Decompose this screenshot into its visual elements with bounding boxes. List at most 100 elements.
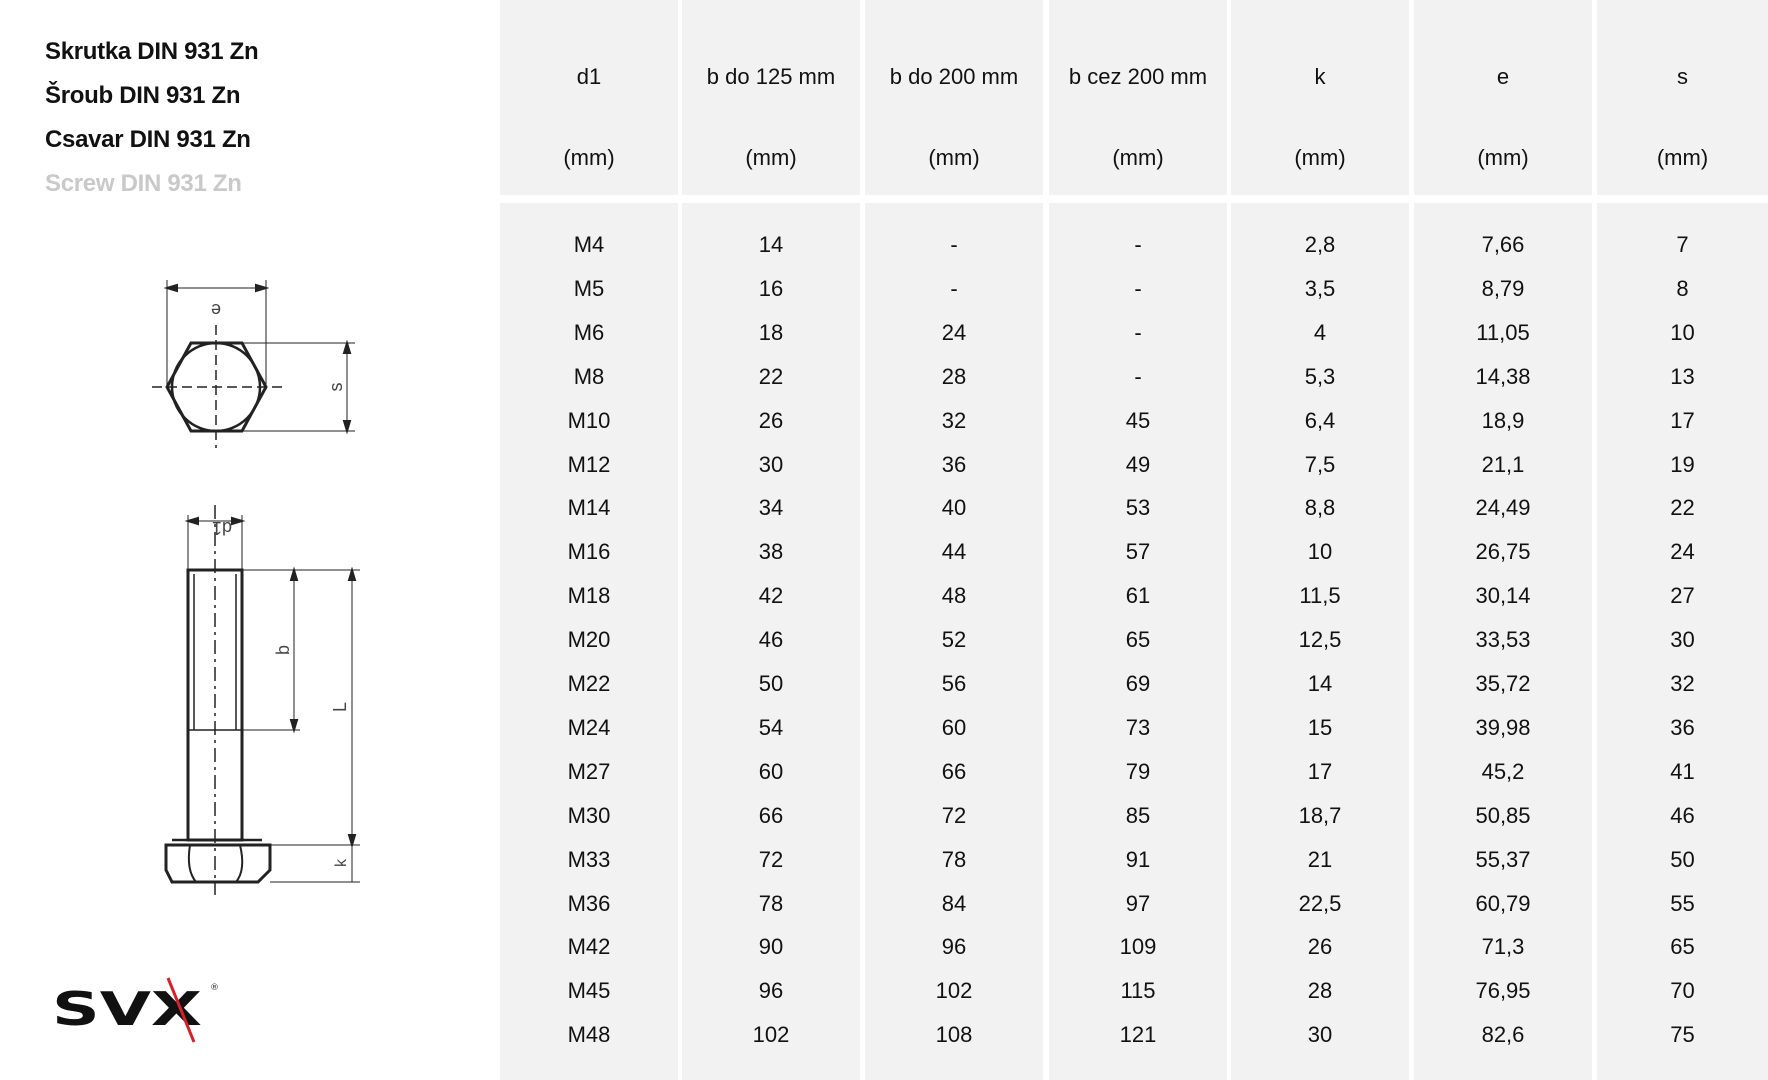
table-cell: 57 <box>1125 539 1151 565</box>
table-cell: 8,8 <box>1304 495 1336 521</box>
table-cell: 115 <box>1120 978 1156 1004</box>
title-hu: Csavar DIN 931 Zn <box>45 126 251 153</box>
table-cell: 17 <box>1670 407 1695 433</box>
table-cell: 54 <box>758 714 784 740</box>
column-body: 7 8 10 13 17 19 22 24 27 30 32 36 41 46 50 55 65 70 75 <box>1597 203 1768 1080</box>
table-cell: 41 <box>1670 758 1695 784</box>
table-cell: 26 <box>1307 934 1333 960</box>
table-cell: - <box>1134 232 1142 257</box>
table-cell: 52 <box>941 627 967 653</box>
table-cell: 46 <box>1670 802 1695 828</box>
table-cell: 49 <box>1125 451 1151 477</box>
table-cell: 6,4 <box>1304 407 1336 433</box>
table-cell: 5,3 <box>1304 363 1336 389</box>
table-cell: 35,72 <box>1475 671 1531 696</box>
table-cell: 44 <box>941 539 967 565</box>
table-cell: 36 <box>941 451 967 477</box>
table-cell: M16 <box>567 539 611 565</box>
svg-text:d1: d1 <box>212 518 232 538</box>
table-cell: M27 <box>567 758 611 784</box>
table-cell: 55,37 <box>1475 846 1531 872</box>
table-cell: M8 <box>573 363 605 389</box>
header-unit: (mm) <box>1294 145 1346 170</box>
header-unit: (mm) <box>745 145 797 170</box>
header-name: b do 125 mm <box>706 64 836 89</box>
table-cell: 102 <box>935 978 973 1004</box>
svg-text:®: ® <box>210 983 219 993</box>
column-header: b do 125 mm (mm) <box>682 0 860 195</box>
table-cell: 13 <box>1670 363 1695 389</box>
table-cell: M36 <box>567 890 611 916</box>
header-unit: (mm) <box>1656 145 1709 170</box>
table-cell: 40 <box>941 495 967 521</box>
table-cell: 22,5 <box>1298 890 1342 916</box>
table-cell: 17 <box>1307 758 1333 784</box>
table-cell: 30 <box>1307 1022 1333 1048</box>
table-cell: 7,5 <box>1304 451 1336 477</box>
table-cell: 26 <box>758 407 784 433</box>
table-cell: 82,6 <box>1481 1022 1525 1048</box>
table-cell: 90 <box>758 934 784 960</box>
table-cell: 38 <box>758 539 784 565</box>
table-cell: 15 <box>1307 714 1333 740</box>
header-name: b cez 200 mm <box>1068 64 1208 89</box>
table-cell: 32 <box>941 407 967 433</box>
table-cell: 18,7 <box>1298 802 1342 828</box>
table-cell: 7,66 <box>1481 232 1525 257</box>
header-name: e <box>1496 64 1510 89</box>
table-cell: 45,2 <box>1481 758 1525 784</box>
table-cell: 56 <box>941 671 967 696</box>
table-cell: 72 <box>758 846 784 872</box>
header-name: b do 200 mm <box>889 64 1019 89</box>
table-cell: 11,05 <box>1476 319 1530 345</box>
table-cell: 2,8 <box>1304 232 1336 257</box>
table-cell: M48 <box>567 1022 611 1048</box>
table-cell: 46 <box>758 627 784 653</box>
table-cell: 70 <box>1670 978 1695 1004</box>
table-cell: 12,5 <box>1298 627 1342 653</box>
table-cell: 19 <box>1670 451 1695 477</box>
table-cell: 39,98 <box>1475 714 1531 740</box>
column-body: 7,66 8,79 11,05 14,38 18,9 21,1 24,49 26,75 30,1… <box>1414 203 1592 1080</box>
table-cell: M24 <box>567 714 611 740</box>
column-header: b do 200 mm (mm) <box>865 0 1043 195</box>
table-cell: 4 <box>1313 319 1327 345</box>
table-cell: 109 <box>1119 934 1157 960</box>
table-cell: M33 <box>567 846 611 872</box>
table-cell: 22 <box>758 363 784 389</box>
table-cell: 50 <box>1670 846 1695 872</box>
table-cell: 16 <box>758 275 784 301</box>
table-cell: 10 <box>1670 319 1695 345</box>
table-cell: 91 <box>1125 846 1151 872</box>
svg-text:s: s <box>326 383 346 392</box>
title-sk: Skrutka DIN 931 Zn <box>45 38 259 65</box>
table-cell: M45 <box>567 978 611 1004</box>
header-unit: (mm) <box>1477 145 1529 170</box>
table-cell: - <box>1134 275 1142 301</box>
table-cell: 24,49 <box>1475 495 1531 521</box>
table-cell: 14 <box>758 232 784 257</box>
table-cell: 84 <box>941 890 967 916</box>
hex-top-view: e s <box>152 280 355 448</box>
table-cell: 18,9 <box>1481 407 1525 433</box>
table-cell: 50 <box>758 671 784 696</box>
table-cell: 11,5 <box>1299 583 1341 609</box>
table-cell: M12 <box>567 451 611 477</box>
table-cell: - <box>1134 363 1142 389</box>
table-cell: 121 <box>1119 1022 1157 1048</box>
table-cell: 79 <box>1125 758 1151 784</box>
table-cell: 8 <box>1676 275 1689 301</box>
table-cell: M42 <box>567 934 611 960</box>
bolt-side-view: d1 b L k <box>164 505 360 895</box>
table-cell: 22 <box>1670 495 1695 521</box>
column-header: b cez 200 mm (mm) <box>1049 0 1227 195</box>
table-cell: 78 <box>941 846 967 872</box>
table-cell: 96 <box>758 978 784 1004</box>
title-cz: Šroub DIN 931 Zn <box>45 82 241 109</box>
header-name: k <box>1314 64 1326 89</box>
table-cell: 33,53 <box>1475 627 1531 653</box>
title-en: Screw DIN 931 Zn <box>45 170 242 197</box>
table-cell: 75 <box>1670 1022 1695 1048</box>
table-cell: 27 <box>1670 583 1695 609</box>
svx-logo: SVX ® <box>52 977 219 1043</box>
